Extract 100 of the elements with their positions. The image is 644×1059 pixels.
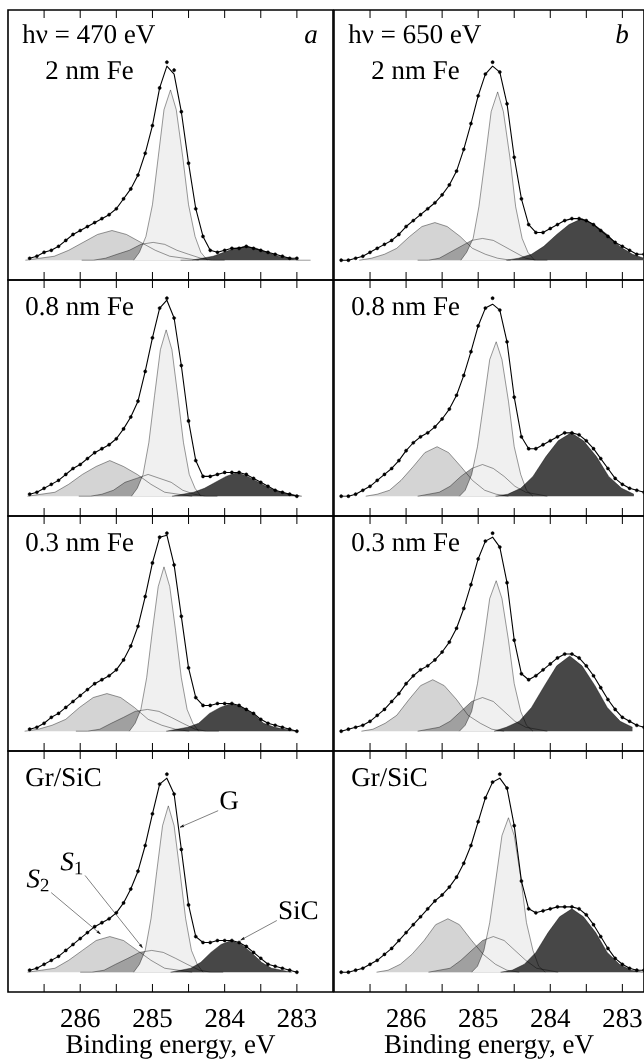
point (577, 433, 581, 437)
chart-title: 2 nm Fe (46, 61, 133, 80)
point (418, 914, 423, 919)
point (411, 922, 416, 927)
point (287, 968, 292, 973)
point (368, 719, 372, 724)
point (201, 940, 205, 945)
point (92, 681, 97, 686)
point (100, 920, 104, 925)
point (107, 673, 111, 678)
point (201, 234, 205, 239)
point (613, 476, 617, 481)
point (541, 909, 545, 913)
point (418, 668, 423, 672)
point (150, 561, 155, 565)
point (273, 964, 278, 969)
point (512, 395, 517, 400)
point (368, 250, 372, 255)
point (27, 968, 32, 973)
point (143, 843, 148, 848)
point (526, 907, 531, 911)
point (526, 446, 531, 451)
point (346, 494, 351, 498)
point (346, 970, 351, 974)
point (193, 458, 198, 463)
point (389, 699, 394, 704)
point (512, 155, 517, 160)
point (498, 70, 502, 74)
point (222, 938, 227, 943)
point (534, 911, 538, 915)
point (128, 415, 133, 419)
point (208, 474, 213, 479)
x-tick-label: 286 (61, 1009, 100, 1028)
point (244, 244, 249, 249)
point (469, 349, 473, 354)
point (237, 470, 241, 475)
point (613, 707, 617, 712)
point (222, 701, 227, 706)
point (258, 717, 263, 722)
point (266, 250, 270, 255)
x-tick-label: 284 (531, 1009, 571, 1028)
point (266, 962, 270, 967)
point (150, 123, 155, 128)
point (35, 725, 39, 730)
point (512, 638, 517, 642)
point (606, 466, 610, 471)
point (534, 230, 538, 235)
point (469, 843, 473, 848)
point (251, 711, 256, 716)
point (555, 435, 560, 439)
point (215, 938, 220, 943)
point (562, 652, 567, 656)
point (258, 248, 263, 253)
point (447, 407, 452, 411)
point (541, 668, 545, 672)
point (555, 905, 560, 909)
point (172, 68, 176, 72)
point (548, 907, 553, 911)
point (397, 232, 401, 237)
point (244, 707, 249, 712)
point (56, 954, 61, 959)
point (353, 256, 358, 261)
point (490, 296, 495, 301)
point (114, 436, 119, 441)
point (63, 238, 68, 243)
point (483, 796, 488, 800)
point (368, 484, 372, 489)
point (476, 557, 480, 561)
point (353, 968, 358, 973)
point (382, 242, 387, 247)
point (562, 218, 567, 223)
point (620, 715, 625, 720)
point (361, 488, 365, 493)
point (519, 197, 524, 201)
point (165, 60, 169, 65)
point (505, 339, 509, 344)
point (208, 248, 213, 253)
point (49, 482, 54, 487)
point (287, 727, 292, 732)
point (476, 819, 480, 824)
point (56, 244, 61, 249)
point (440, 193, 444, 197)
point (461, 147, 466, 152)
point (100, 446, 104, 451)
point (361, 723, 365, 728)
point (483, 72, 488, 76)
point (136, 624, 140, 629)
point (339, 494, 343, 498)
point (128, 644, 133, 648)
point (570, 216, 574, 221)
point (71, 466, 75, 471)
point (353, 492, 358, 497)
x-tick-label: 283 (277, 1009, 317, 1028)
point (598, 685, 603, 690)
point (85, 456, 90, 461)
point (404, 681, 408, 686)
point (157, 86, 162, 90)
point (584, 912, 589, 917)
chart-title: 0.3 nm Fe (352, 533, 460, 552)
chart-title: 2 nm Fe (372, 61, 459, 80)
